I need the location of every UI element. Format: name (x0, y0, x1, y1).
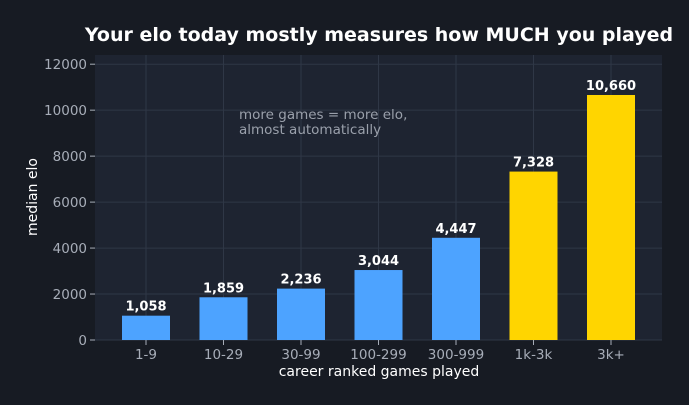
x-tick-label: 30-99 (281, 347, 320, 363)
y-tick-label: 12000 (44, 57, 87, 73)
y-tick-label: 4000 (53, 241, 87, 257)
x-tick-label: 3k+ (597, 347, 625, 363)
bar-value-labels: 1,058 1,859 2,236 3,044 4,447 7,328 10,660 (125, 79, 636, 315)
x-axis-label: career ranked games played (279, 364, 480, 380)
bar-value-label: 10,660 (586, 79, 636, 94)
bar-100-299 (354, 270, 403, 340)
bar-3k+ (587, 94, 635, 340)
y-axis-label: median elo (25, 158, 41, 236)
y-tick-label: 0 (78, 333, 87, 349)
y-tick-label: 10000 (44, 103, 87, 119)
bar-value-label: 2,236 (280, 273, 321, 288)
y-tick-labels: 0 2000 4000 6000 8000 10000 12000 (44, 57, 95, 349)
chart-title: Your elo today mostly measures how MUCH … (84, 24, 673, 46)
annotation-line-2: almost automatically (239, 122, 381, 138)
x-tick-label: 300-999 (428, 347, 484, 363)
bar-value-label: 3,044 (358, 254, 399, 269)
x-tick-label: 100-299 (350, 347, 406, 363)
bar-value-label: 7,328 (513, 156, 554, 171)
y-tick-label: 8000 (53, 149, 87, 165)
x-tick-label: 1k-3k (515, 347, 553, 363)
bar-1-9 (122, 315, 170, 340)
y-tick-label: 6000 (53, 195, 87, 211)
bar-300-999 (432, 237, 480, 340)
x-tick-labels: 1-9 10-29 30-99 100-299 300-999 1k-3k 3k+ (135, 340, 625, 363)
x-tick-label: 10-29 (204, 347, 243, 363)
bar-value-label: 1,058 (125, 300, 166, 315)
bar-1k-3k (509, 171, 558, 340)
bar-30-99 (277, 288, 325, 340)
bar-value-label: 1,859 (203, 281, 244, 296)
bar-10-29 (199, 297, 248, 340)
y-tick-label: 2000 (53, 287, 87, 303)
x-tick-label: 1-9 (135, 347, 157, 363)
annotation-line-1: more games = more elo, (239, 107, 407, 123)
bars (122, 94, 635, 340)
bar-value-label: 4,447 (435, 222, 476, 237)
